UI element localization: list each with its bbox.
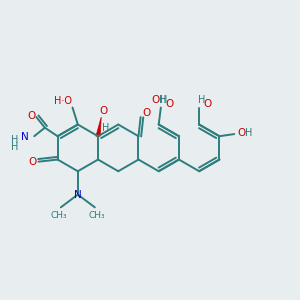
Text: O: O: [165, 99, 173, 110]
Text: N: N: [74, 190, 82, 200]
Text: O: O: [143, 108, 151, 118]
Text: O: O: [28, 157, 36, 167]
Text: CH₃: CH₃: [88, 211, 105, 220]
Text: H: H: [11, 135, 19, 146]
Polygon shape: [96, 117, 101, 136]
Text: H: H: [102, 123, 109, 133]
Text: H: H: [198, 95, 205, 105]
Text: H: H: [159, 95, 167, 105]
Text: H: H: [160, 95, 168, 105]
Text: O: O: [203, 99, 212, 110]
Text: N: N: [21, 132, 28, 142]
Text: H: H: [11, 142, 19, 152]
Text: O: O: [152, 95, 160, 105]
Text: O: O: [99, 106, 107, 116]
Text: H: H: [245, 128, 253, 138]
Text: O: O: [238, 128, 246, 138]
Text: CH₃: CH₃: [50, 211, 67, 220]
Text: H·O: H·O: [54, 96, 72, 106]
Text: O: O: [27, 111, 35, 121]
